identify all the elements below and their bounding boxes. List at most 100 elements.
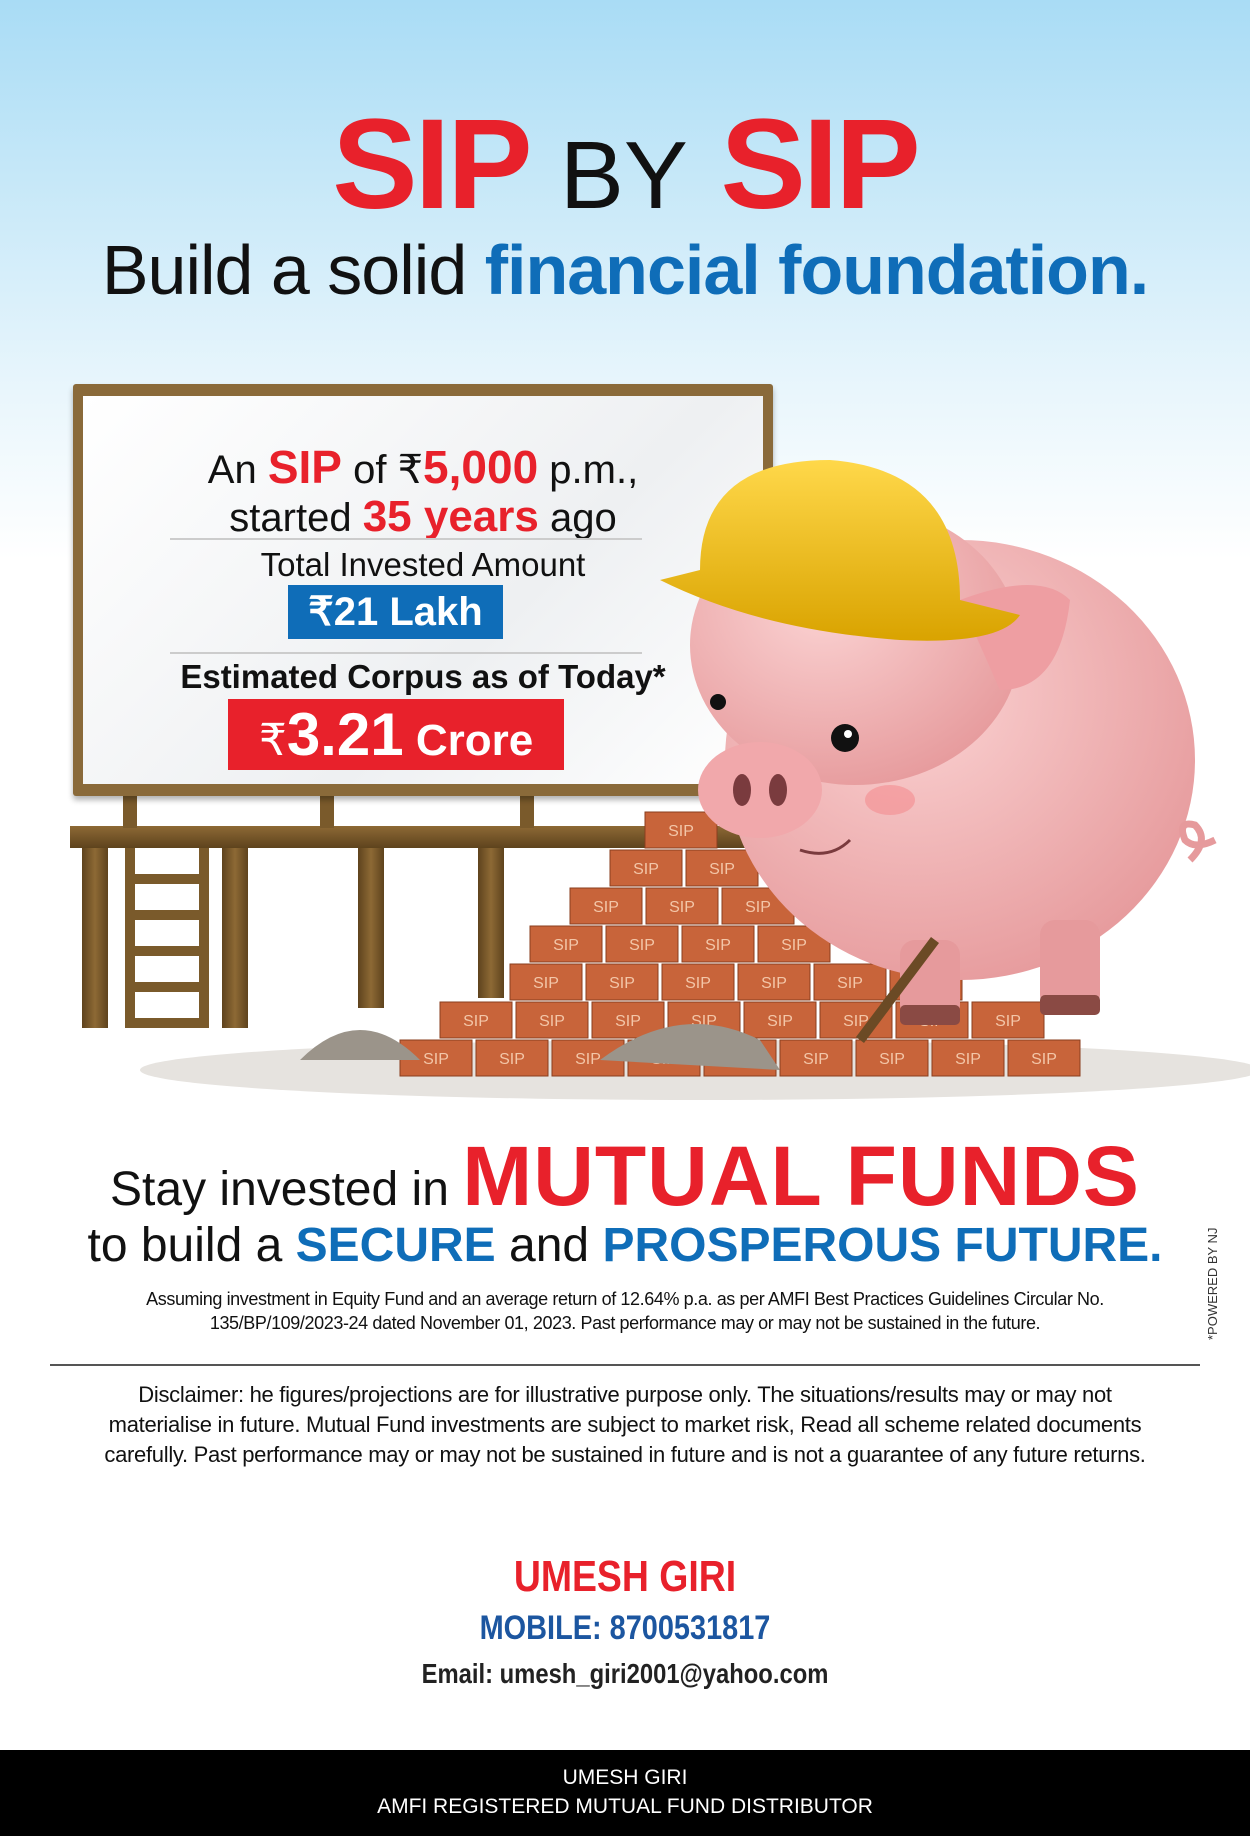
billboard: An SIP of ₹5,000 p.m., started 35 years … xyxy=(73,384,773,796)
brick xyxy=(529,925,603,963)
brick xyxy=(661,963,735,1001)
headline-title: SIP BY SIP xyxy=(0,100,1250,241)
duration-line: started 35 years ago xyxy=(83,492,763,542)
brick-label: SIP xyxy=(609,975,635,992)
text: p.m., xyxy=(538,448,639,492)
brick xyxy=(779,1039,853,1077)
text: SECURE xyxy=(295,1219,496,1272)
brick xyxy=(681,925,755,963)
brick-label: SIP xyxy=(668,823,694,840)
brick-label: SIP xyxy=(463,1013,489,1030)
text: 3.21 xyxy=(286,701,404,768)
invested-label: Total Invested Amount xyxy=(260,546,586,583)
ladder xyxy=(125,848,209,1028)
brick-label: SIP xyxy=(633,861,659,878)
contact-email[interactable]: Email: umesh_giri2001@yahoo.com xyxy=(421,1658,829,1689)
text: ago xyxy=(538,496,617,540)
text: Disclaimer: he figures/projections are f… xyxy=(138,1382,1112,1407)
text: materialise in future. Mutual Fund inves… xyxy=(108,1412,1142,1437)
text: started xyxy=(229,496,363,540)
text: carefully. Past performance may or may n… xyxy=(104,1442,1146,1467)
brick-label: SIP xyxy=(879,1051,905,1068)
text: of ₹ xyxy=(342,448,424,492)
brick xyxy=(971,1001,1045,1039)
brick-label: SIP xyxy=(669,899,695,916)
brick-label: SIP xyxy=(533,975,559,992)
text: Assuming investment in Equity Fund and a… xyxy=(146,1289,1104,1309)
text: 5,000 xyxy=(423,441,539,493)
hard-hat xyxy=(660,460,1020,641)
brick-label: SIP xyxy=(1031,1051,1057,1068)
footer-name: UMESH GIRI xyxy=(562,1766,688,1789)
brick xyxy=(1007,1039,1081,1077)
board-post xyxy=(320,796,334,828)
sip-bricks: SIP SIP SIP SIP SIP SIP SIP SIP SIP SIP SIP SIP SIP S… xyxy=(399,811,1081,1077)
text: MUTUAL FUNDS xyxy=(462,1129,1140,1223)
subtitle-part: Build a solid xyxy=(101,231,485,309)
brick-label: SIP xyxy=(843,1013,869,1030)
text: ₹ xyxy=(258,716,287,765)
text: 35 years xyxy=(362,492,539,541)
corpus-value-badge: ₹3.21 Crore xyxy=(228,699,564,770)
divider xyxy=(170,538,642,540)
text: to build a xyxy=(87,1219,296,1272)
brick-label: SIP xyxy=(781,937,807,954)
footer-role: AMFI REGISTERED MUTUAL FUND DISTRIBUTOR xyxy=(377,1795,873,1818)
sip-word: SIP xyxy=(720,93,920,236)
scaffold-leg xyxy=(82,848,108,1028)
sip-word: SIP xyxy=(332,93,530,236)
brick-label: SIP xyxy=(629,937,655,954)
brick xyxy=(609,849,683,887)
board-post xyxy=(123,796,137,828)
brick xyxy=(737,963,811,1001)
subtitle-highlight: financial foundation. xyxy=(484,231,1149,309)
brick xyxy=(585,963,659,1001)
disclaimer: Disclaimer: he figures/projections are f… xyxy=(0,1380,1250,1470)
sip-amount-line: An SIP of ₹5,000 p.m., xyxy=(83,440,763,494)
text: PROSPEROUS FUTURE. xyxy=(602,1219,1163,1272)
by-word: BY xyxy=(559,122,688,229)
brick xyxy=(855,1039,929,1077)
brick-label: SIP xyxy=(593,899,619,916)
brick-label: SIP xyxy=(955,1051,981,1068)
brick-label: SIP xyxy=(685,975,711,992)
brick xyxy=(439,1001,513,1039)
brick xyxy=(813,963,887,1001)
piggy-bank-builder-illustration: SIP SIP SIP SIP SIP SIP SIP SIP SIP SIP SIP SIP SIP S… xyxy=(140,460,1250,1100)
contact-mobile[interactable]: MOBILE: 8700531817 xyxy=(479,1609,771,1647)
divider xyxy=(170,652,642,654)
text: SIP xyxy=(267,441,342,493)
brick-label: SIP xyxy=(553,937,579,954)
brick xyxy=(685,849,759,887)
brick-label: SIP xyxy=(423,1051,449,1068)
assumption-note: Assuming investment in Equity Fund and a… xyxy=(0,1287,1250,1335)
invested-value-badge: ₹21 Lakh xyxy=(288,585,503,639)
brick xyxy=(931,1039,1005,1077)
scaffold-leg xyxy=(358,848,384,1008)
brick-label: SIP xyxy=(539,1013,565,1030)
text: Stay invested in xyxy=(110,1163,463,1216)
brick-label: SIP xyxy=(761,975,787,992)
brick xyxy=(569,887,643,925)
text: Crore xyxy=(403,716,534,765)
brick xyxy=(605,925,679,963)
brick-label: SIP xyxy=(837,975,863,992)
powered-by-label: *POWERED BY NJ xyxy=(1205,1227,1220,1340)
piggy-bank xyxy=(660,460,1217,1043)
brick-label: SIP xyxy=(709,861,735,878)
scaffold-leg xyxy=(478,848,504,998)
tagline-line-2: to build a SECURE and PROSPEROUS FUTURE. xyxy=(0,1218,1250,1274)
cement-pile xyxy=(300,1024,780,1070)
footer-bar: UMESH GIRI AMFI REGISTERED MUTUAL FUND D… xyxy=(0,1750,1250,1836)
brick xyxy=(475,1039,549,1077)
contact-name: UMESH GIRI xyxy=(513,1552,737,1601)
divider xyxy=(50,1364,1200,1366)
brick-label: SIP xyxy=(705,937,731,954)
scaffold-leg xyxy=(222,848,248,1028)
text: and xyxy=(495,1219,603,1272)
brick-label: SIP xyxy=(995,1013,1021,1030)
brick xyxy=(644,811,718,849)
brick-label: SIP xyxy=(767,1013,793,1030)
board-post xyxy=(520,796,534,828)
brick xyxy=(509,963,583,1001)
